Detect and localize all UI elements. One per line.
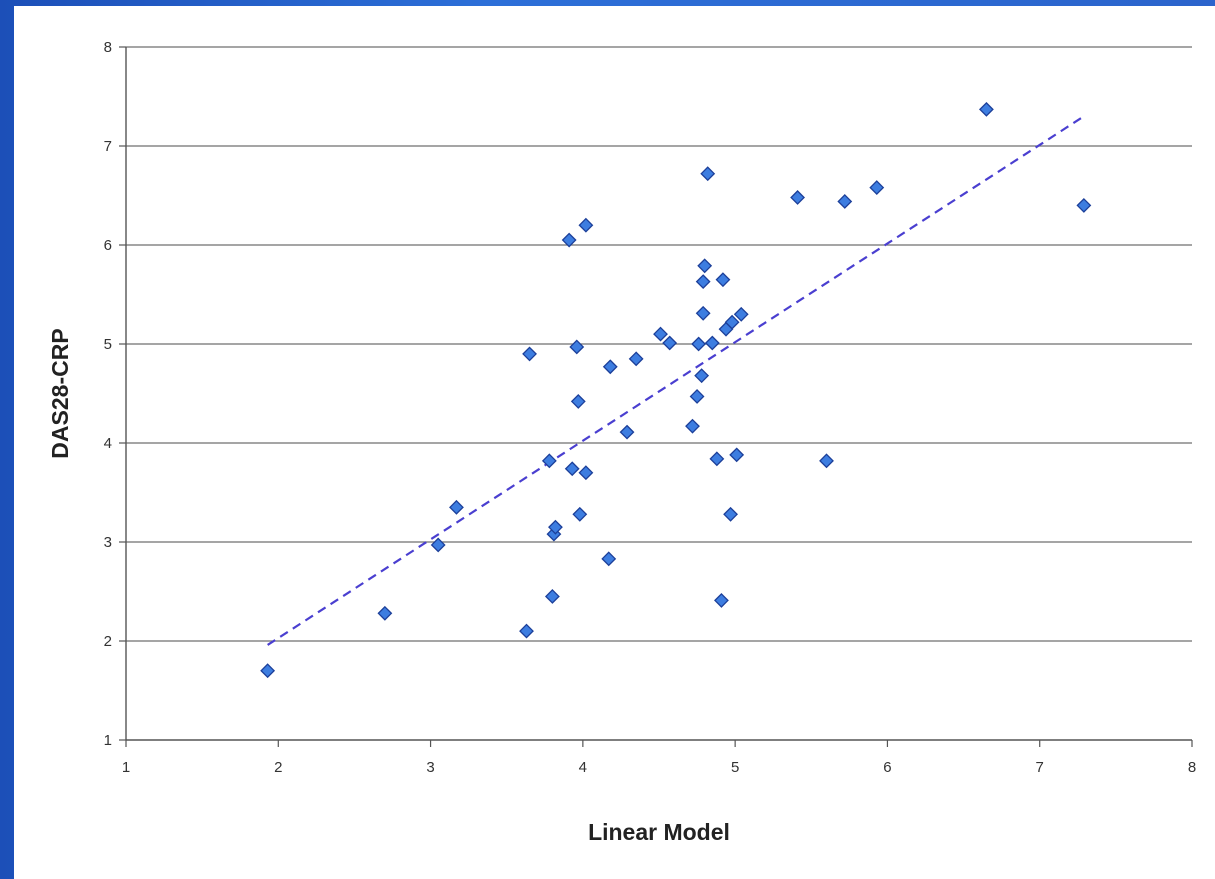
y-tick-labels: 1 2 3 4 5 6 7 8 — [104, 39, 112, 749]
data-point-33 — [714, 592, 729, 608]
data-point-14 — [572, 506, 588, 522]
data-point-29 — [697, 258, 713, 274]
y-tick-label-7: 7 — [104, 138, 112, 155]
x-tick-label-7: 7 — [1036, 759, 1044, 776]
gridlines — [126, 46, 1192, 642]
data-point-36 — [723, 506, 738, 522]
x-tick-label-4: 4 — [579, 759, 587, 776]
y-axis-title: DAS28-CRP — [47, 328, 73, 458]
data-points — [260, 101, 1092, 679]
data-point-23 — [685, 418, 700, 434]
scatter-chart: 1 2 3 4 5 6 7 8 1 2 3 4 5 6 7 8 Linear Model DAS28-CRP — [47, 39, 1196, 845]
data-point-3 — [449, 499, 464, 515]
data-point-32 — [709, 451, 725, 467]
y-tick-label-6: 6 — [104, 237, 112, 254]
data-point-20 — [628, 351, 644, 367]
y-tick-label-8: 8 — [104, 39, 112, 56]
data-point-4 — [519, 623, 534, 639]
axes — [119, 46, 1193, 747]
data-point-44 — [978, 101, 994, 117]
data-point-5 — [522, 346, 537, 362]
x-tick-label-6: 6 — [883, 759, 891, 776]
data-point-26 — [694, 368, 710, 384]
trendline-group — [267, 115, 1085, 646]
data-point-30 — [700, 166, 716, 182]
data-point-42 — [837, 194, 853, 209]
data-point-45 — [1076, 197, 1092, 213]
x-tick-label-3: 3 — [426, 759, 434, 776]
data-point-9 — [548, 519, 563, 535]
data-point-37 — [724, 314, 740, 330]
data-point-2 — [430, 537, 446, 553]
data-point-1 — [377, 605, 393, 621]
x-tick-label-1: 1 — [122, 759, 130, 776]
data-point-43 — [869, 180, 885, 195]
y-tick-label-4: 4 — [104, 435, 112, 452]
data-point-15 — [578, 465, 594, 481]
data-point-25 — [691, 336, 707, 352]
data-point-16 — [578, 217, 594, 233]
data-point-31 — [704, 335, 720, 351]
x-axis-title: Linear Model — [588, 819, 730, 845]
data-point-10 — [561, 232, 577, 248]
data-point-21 — [653, 326, 668, 342]
x-tick-labels: 1 2 3 4 5 6 7 8 — [122, 759, 1196, 776]
data-point-7 — [544, 589, 560, 604]
data-point-39 — [733, 306, 749, 322]
chart-panel: 1 2 3 4 5 6 7 8 1 2 3 4 5 6 7 8 Linear Model DAS28-CRP — [14, 6, 1215, 879]
y-tick-label-1: 1 — [104, 732, 112, 749]
data-point-28 — [695, 274, 711, 290]
data-point-0 — [260, 663, 276, 679]
x-tick-label-5: 5 — [731, 759, 739, 776]
data-point-6 — [541, 453, 557, 469]
data-point-22 — [662, 335, 678, 351]
data-point-13 — [570, 394, 586, 409]
data-point-34 — [715, 272, 731, 288]
data-point-12 — [569, 339, 585, 355]
data-point-41 — [819, 453, 834, 469]
x-tick-label-2: 2 — [274, 759, 282, 776]
data-point-19 — [619, 424, 635, 440]
y-tick-label-3: 3 — [104, 534, 112, 551]
y-tick-label-5: 5 — [104, 336, 112, 353]
data-point-40 — [790, 190, 805, 205]
trendline — [267, 115, 1085, 646]
data-point-18 — [602, 359, 618, 375]
data-point-17 — [601, 551, 617, 567]
x-tick-label-8: 8 — [1188, 759, 1196, 776]
data-point-24 — [689, 389, 705, 404]
data-point-38 — [729, 447, 745, 463]
data-point-11 — [564, 461, 580, 477]
y-tick-label-2: 2 — [104, 633, 112, 650]
data-point-27 — [695, 305, 711, 321]
